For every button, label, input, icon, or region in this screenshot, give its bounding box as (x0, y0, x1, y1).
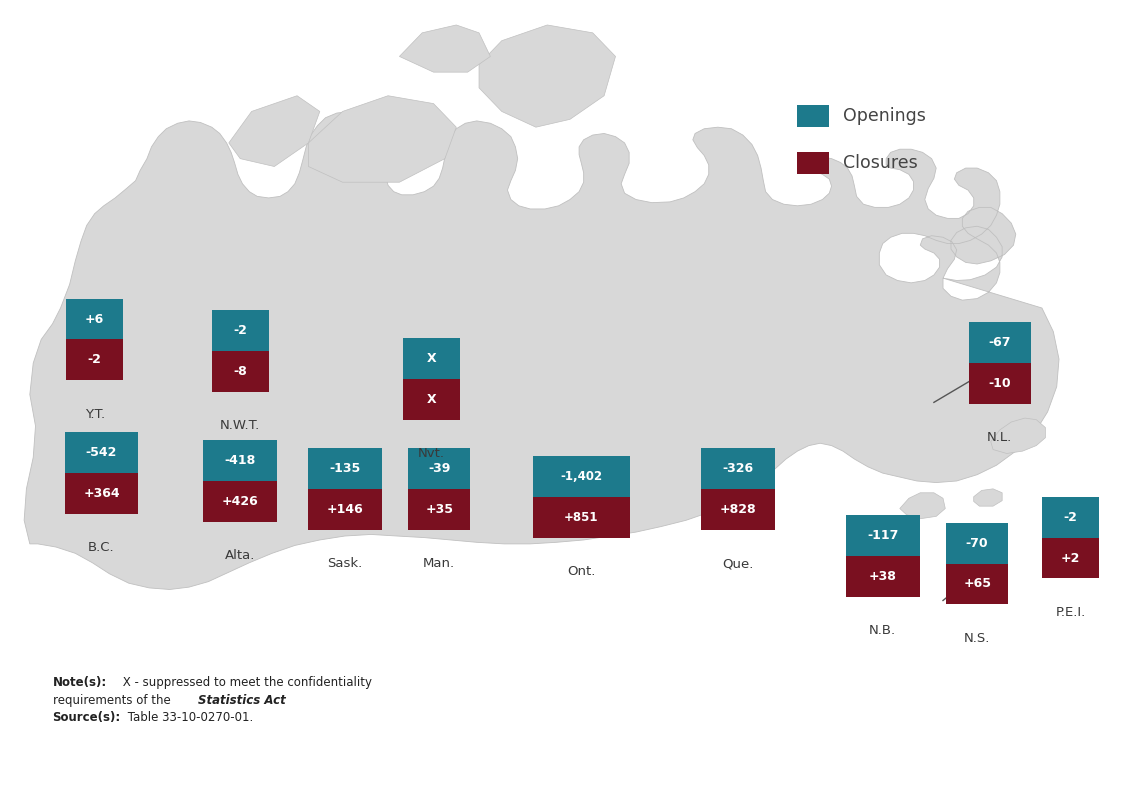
Text: Y.T.: Y.T. (84, 408, 105, 421)
Text: -70: -70 (966, 537, 988, 550)
Text: Table 33-10-0270-01.: Table 33-10-0270-01. (124, 711, 253, 724)
Text: Alta.: Alta. (225, 549, 255, 563)
Bar (408, 448, 471, 489)
Bar (798, 152, 829, 174)
Bar (701, 489, 775, 529)
Polygon shape (229, 95, 320, 166)
Text: +6: +6 (86, 312, 104, 326)
Bar (212, 351, 269, 392)
Text: Sask.: Sask. (327, 557, 363, 570)
Polygon shape (991, 418, 1045, 454)
Text: -67: -67 (988, 336, 1011, 349)
Bar (402, 379, 459, 420)
Text: X: X (426, 393, 437, 406)
Text: Nvt.: Nvt. (417, 447, 445, 460)
Bar (65, 473, 138, 514)
Text: +828: +828 (720, 503, 757, 516)
Bar (308, 448, 382, 489)
Text: -2: -2 (1064, 510, 1077, 524)
Bar (212, 310, 269, 351)
Text: -39: -39 (428, 462, 450, 475)
Bar (701, 448, 775, 489)
Text: Man.: Man. (423, 557, 455, 570)
Text: -1,402: -1,402 (560, 469, 602, 483)
Bar (1042, 537, 1099, 578)
Text: N.S.: N.S. (964, 632, 991, 645)
Text: -418: -418 (225, 454, 255, 467)
Text: +35: +35 (425, 503, 454, 516)
Bar (798, 105, 829, 127)
Bar (203, 440, 277, 481)
Text: +426: +426 (222, 495, 259, 508)
Text: requirements of the: requirements of the (52, 694, 174, 707)
Bar (308, 489, 382, 529)
Text: -542: -542 (86, 447, 117, 459)
Text: -2: -2 (88, 353, 101, 366)
Polygon shape (974, 489, 1002, 507)
Text: Source(s):: Source(s): (52, 711, 121, 724)
Bar (946, 522, 1009, 563)
Bar (846, 514, 920, 555)
Text: Que.: Que. (723, 557, 754, 570)
Text: +65: +65 (963, 578, 991, 590)
Text: +2: +2 (1060, 552, 1080, 565)
Polygon shape (899, 493, 945, 518)
Bar (534, 497, 629, 537)
Text: Note(s):: Note(s): (52, 676, 107, 690)
Bar (846, 555, 920, 596)
Text: X: X (426, 352, 437, 365)
Polygon shape (479, 25, 616, 127)
Bar (969, 363, 1032, 404)
Text: N.B.: N.B. (869, 624, 896, 637)
Bar (969, 322, 1032, 363)
Bar (1042, 497, 1099, 537)
Bar (65, 432, 138, 473)
Text: N.L.: N.L. (987, 432, 1012, 444)
Polygon shape (309, 95, 456, 182)
Text: Openings: Openings (842, 107, 926, 125)
Bar (66, 339, 123, 380)
Text: -2: -2 (234, 324, 247, 338)
Bar (534, 456, 629, 497)
Text: -117: -117 (868, 529, 898, 542)
Text: Closures: Closures (842, 155, 918, 172)
Text: +38: +38 (869, 570, 897, 582)
Bar (946, 563, 1009, 604)
Text: +851: +851 (564, 510, 598, 524)
Text: Ont.: Ont. (568, 565, 595, 578)
Text: B.C.: B.C. (88, 541, 115, 555)
Text: +364: +364 (83, 487, 120, 500)
Text: -10: -10 (988, 377, 1011, 390)
Text: X - suppressed to meet the confidentiality: X - suppressed to meet the confidentiali… (119, 676, 372, 690)
Text: N.W.T.: N.W.T. (220, 420, 260, 432)
Polygon shape (399, 25, 490, 72)
Text: -135: -135 (329, 462, 360, 475)
Text: -326: -326 (723, 462, 754, 475)
Bar (408, 489, 471, 529)
Text: P.E.I.: P.E.I. (1056, 606, 1085, 619)
Bar (203, 481, 277, 522)
Bar (402, 338, 459, 379)
Text: Statistics Act: Statistics Act (198, 694, 286, 707)
Text: -8: -8 (234, 365, 247, 378)
Polygon shape (24, 111, 1059, 589)
Bar (66, 298, 123, 339)
Text: +146: +146 (326, 503, 364, 516)
